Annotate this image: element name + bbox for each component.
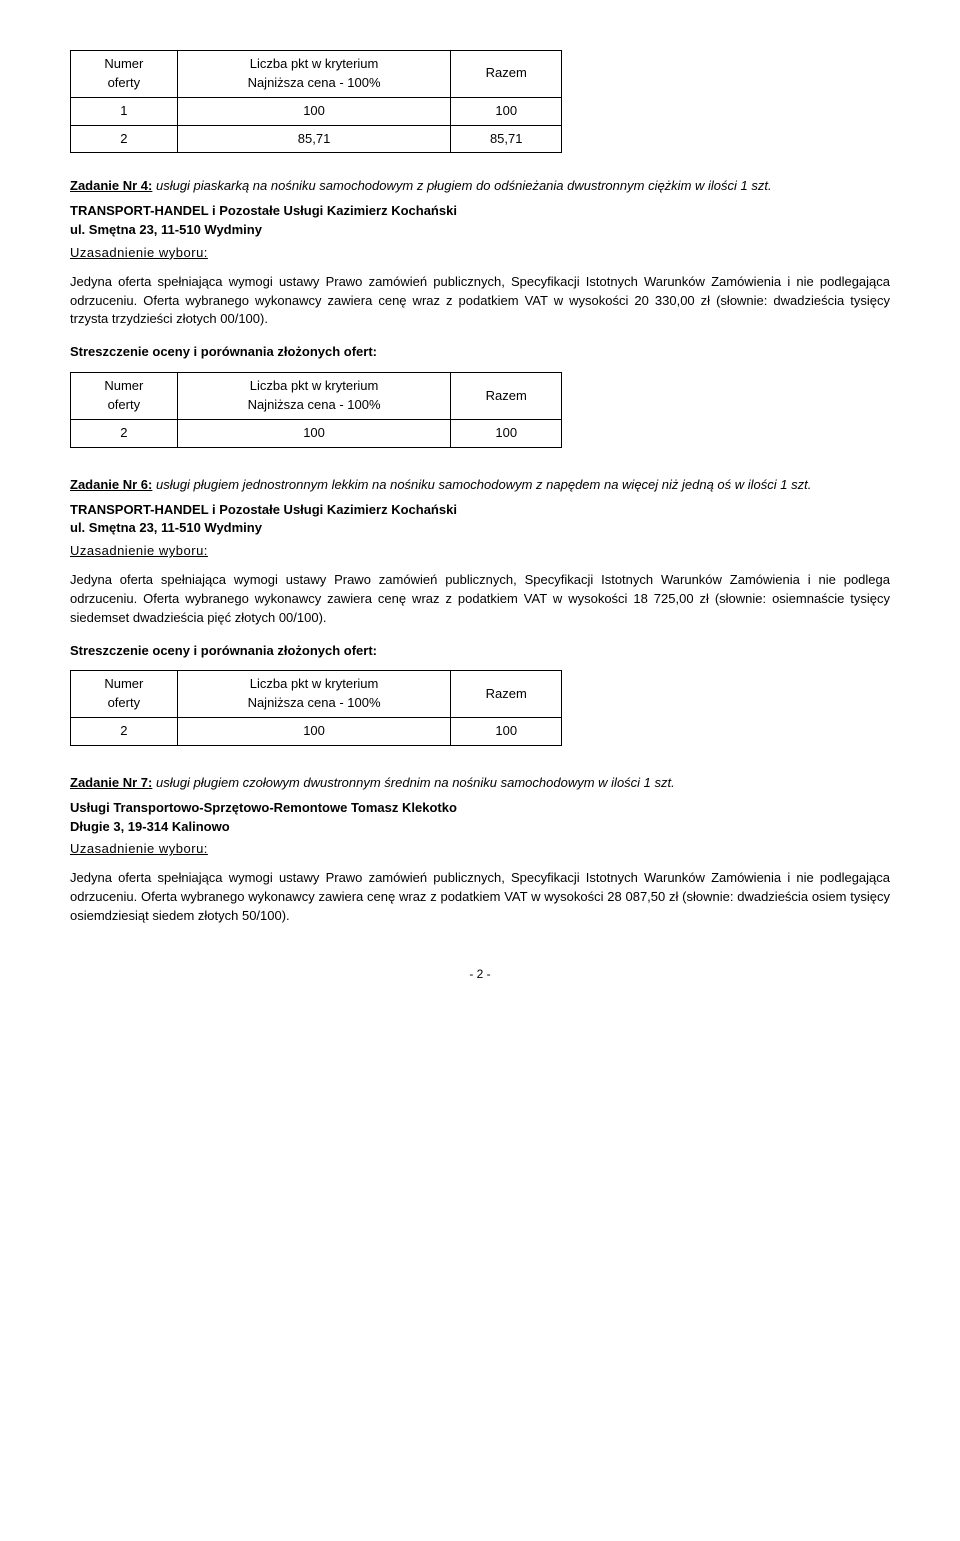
- bid-table-task4: Numer oferty Liczba pkt w kryterium Najn…: [70, 372, 562, 448]
- task7-heading: Zadanie Nr 7: usługi pługiem czołowym dw…: [70, 774, 890, 793]
- task4-desc: usługi piaskarką na nośniku samochodowym…: [152, 178, 771, 193]
- col-razem: Razem: [451, 51, 562, 98]
- contractor-l2: Długie 3, 19-314 Kalinowo: [70, 819, 230, 834]
- task7-uzasad-label: Uzasadnienie wyboru:: [70, 840, 890, 859]
- task4-justification: Jedyna oferta spełniająca wymogi ustawy …: [70, 273, 890, 330]
- col-numer: Numer oferty: [71, 671, 178, 718]
- task6-desc: usługi pługiem jednostronnym lekkim na n…: [152, 477, 811, 492]
- cell-total: 85,71: [451, 125, 562, 153]
- task4-summary-label: Streszczenie oceny i porównania złożonyc…: [70, 343, 890, 362]
- contractor-l1: Usługi Transportowo-Sprzętowo-Remontowe …: [70, 800, 457, 815]
- col-kryterium: Liczba pkt w kryterium Najniższa cena - …: [177, 373, 451, 420]
- col1-l2: oferty: [108, 75, 141, 90]
- task6-label: Zadanie Nr 6:: [70, 477, 152, 492]
- col-razem: Razem: [451, 671, 562, 718]
- cell-num: 2: [71, 419, 178, 447]
- task6-uzasad-label: Uzasadnienie wyboru:: [70, 542, 890, 561]
- task4-heading: Zadanie Nr 4: usługi piaskarką na nośnik…: [70, 177, 890, 196]
- contractor-l2: ul. Smętna 23, 11-510 Wydminy: [70, 222, 262, 237]
- task7-desc: usługi pługiem czołowym dwustronnym śred…: [152, 775, 674, 790]
- table-row: 2 100 100: [71, 419, 562, 447]
- col-kryterium: Liczba pkt w kryterium Najniższa cena - …: [177, 671, 451, 718]
- page-number: - 2 -: [70, 966, 890, 983]
- bid-table-top: Numer oferty Liczba pkt w kryterium Najn…: [70, 50, 562, 153]
- cell-pts: 100: [177, 97, 451, 125]
- col-numer: Numer oferty: [71, 373, 178, 420]
- cell-total: 100: [451, 97, 562, 125]
- table-row: 2 100 100: [71, 718, 562, 746]
- table-row: 2 85,71 85,71: [71, 125, 562, 153]
- col1-l1: Numer: [104, 676, 143, 691]
- task4-label: Zadanie Nr 4:: [70, 178, 152, 193]
- col2-l2: Najniższa cena - 100%: [248, 397, 381, 412]
- cell-pts: 100: [177, 419, 451, 447]
- bid-table-task6: Numer oferty Liczba pkt w kryterium Najn…: [70, 670, 562, 746]
- contractor-l1: TRANSPORT-HANDEL i Pozostałe Usługi Kazi…: [70, 502, 457, 517]
- col-razem: Razem: [451, 373, 562, 420]
- cell-num: 1: [71, 97, 178, 125]
- col1-l1: Numer: [104, 378, 143, 393]
- col1-l2: oferty: [108, 695, 141, 710]
- col-numer: Numer oferty: [71, 51, 178, 98]
- task7-justification: Jedyna oferta spełniająca wymogi ustawy …: [70, 869, 890, 926]
- task4-contractor: TRANSPORT-HANDEL i Pozostałe Usługi Kazi…: [70, 202, 890, 240]
- task4-section: Zadanie Nr 4: usługi piaskarką na nośnik…: [70, 177, 890, 447]
- col2-l2: Najniższa cena - 100%: [248, 75, 381, 90]
- col2-l2: Najniższa cena - 100%: [248, 695, 381, 710]
- task7-contractor: Usługi Transportowo-Sprzętowo-Remontowe …: [70, 799, 890, 837]
- cell-num: 2: [71, 718, 178, 746]
- task6-justification: Jedyna oferta spełniająca wymogi ustawy …: [70, 571, 890, 628]
- col1-l2: oferty: [108, 397, 141, 412]
- task6-contractor: TRANSPORT-HANDEL i Pozostałe Usługi Kazi…: [70, 501, 890, 539]
- task7-section: Zadanie Nr 7: usługi pługiem czołowym dw…: [70, 774, 890, 926]
- col2-l1: Liczba pkt w kryterium: [250, 378, 379, 393]
- col2-l1: Liczba pkt w kryterium: [250, 676, 379, 691]
- col2-l1: Liczba pkt w kryterium: [250, 56, 379, 71]
- cell-pts: 100: [177, 718, 451, 746]
- col-kryterium: Liczba pkt w kryterium Najniższa cena - …: [177, 51, 451, 98]
- task6-summary-label: Streszczenie oceny i porównania złożonyc…: [70, 642, 890, 661]
- cell-total: 100: [451, 718, 562, 746]
- task4-uzasad-label: Uzasadnienie wyboru:: [70, 244, 890, 263]
- table-row: 1 100 100: [71, 97, 562, 125]
- contractor-l1: TRANSPORT-HANDEL i Pozostałe Usługi Kazi…: [70, 203, 457, 218]
- task6-heading: Zadanie Nr 6: usługi pługiem jednostronn…: [70, 476, 890, 495]
- task6-section: Zadanie Nr 6: usługi pługiem jednostronn…: [70, 476, 890, 746]
- contractor-l2: ul. Smętna 23, 11-510 Wydminy: [70, 520, 262, 535]
- cell-num: 2: [71, 125, 178, 153]
- col1-l1: Numer: [104, 56, 143, 71]
- task7-label: Zadanie Nr 7:: [70, 775, 152, 790]
- cell-pts: 85,71: [177, 125, 451, 153]
- cell-total: 100: [451, 419, 562, 447]
